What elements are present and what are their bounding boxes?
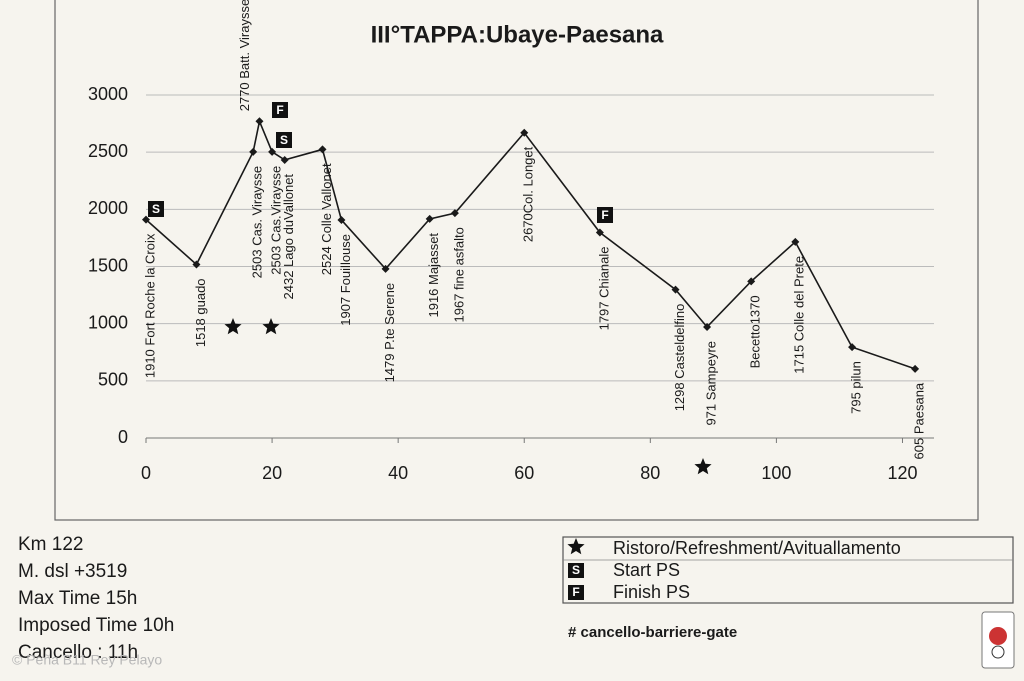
plot-area: 0 500 1000 1500 2000 2500 3000 0 20 40 60 80 100 120 1… (88, 0, 934, 483)
point (280, 155, 289, 164)
x-tick-label: 20 (262, 463, 282, 483)
point (142, 215, 150, 224)
badge-letter: F (276, 103, 283, 117)
point (249, 147, 258, 156)
x-tick-label: 120 (887, 463, 917, 483)
point (381, 264, 390, 273)
x-tick-label: 100 (761, 463, 791, 483)
chart-title: III°TAPPA:Ubaye-Paesana (371, 21, 664, 48)
badge-letter: F (601, 208, 608, 222)
point (337, 215, 346, 224)
point (595, 228, 604, 237)
legend-badge (568, 585, 584, 600)
logo (981, 611, 1015, 669)
y-tick-label: 2000 (88, 198, 128, 218)
y-tick-label: 1000 (88, 312, 128, 332)
watermark: © Peña B11 Rey Pelayo (12, 652, 162, 668)
legend-badge (568, 563, 584, 578)
point-label: 2770 Batt. Viraysse (237, 0, 252, 111)
point-label: 2432 Lago duVallonet (281, 174, 296, 300)
point (425, 214, 434, 223)
point (747, 277, 756, 286)
point (791, 237, 800, 246)
notes: Km 122 M. dsl +3519 Max Time 15h Imposed Ti… (18, 534, 174, 663)
start-badge: S (276, 132, 292, 148)
point (703, 322, 712, 331)
point (318, 145, 327, 154)
point-label: 605 Paesana (912, 382, 927, 459)
note: Km 122 (18, 534, 83, 555)
point (911, 364, 920, 373)
point-label: 1916 Majasset (426, 233, 441, 318)
legend-label: Start PS (613, 560, 680, 580)
logo-mark (989, 627, 1007, 645)
x-tick-label: 80 (640, 463, 660, 483)
start-badge: S (148, 201, 164, 217)
point-label: 1479 P.te Serene (382, 283, 397, 383)
note: Imposed Time 10h (18, 615, 174, 636)
point-label: 795 pilun (848, 361, 863, 414)
point-label: 2503 Cas. Viraysse (250, 166, 265, 279)
note: Cancello : 11h (18, 642, 138, 663)
badge-letter: S (280, 133, 288, 147)
chart-frame (54, 0, 979, 521)
logo-wheel (991, 645, 1005, 659)
y-tick-label: 500 (98, 370, 128, 390)
x-tick-label: 40 (388, 463, 408, 483)
point-label: 2670Col. Longet (521, 146, 536, 242)
point-label: 971 Sampeyre (703, 341, 718, 426)
y-tick-label: 3000 (88, 84, 128, 104)
point-label: 2524 Colle Vallonet (319, 163, 334, 275)
finish-badge: F (597, 207, 613, 223)
x-tick-label: 60 (514, 463, 534, 483)
point-label: 1715 Colle del Prete (792, 256, 807, 374)
legend-label: Finish PS (613, 582, 690, 602)
y-tick-label: 0 (118, 427, 128, 447)
point (848, 343, 857, 352)
legend-box (562, 536, 1014, 604)
point (450, 209, 459, 218)
note: Max Time 15h (18, 588, 137, 609)
point-label: 1518 guado (193, 278, 208, 347)
finish-badge: F (272, 102, 288, 118)
badge-letter: S (152, 202, 160, 216)
point-label: 1910 Fort Roche la Croix (142, 233, 157, 378)
point-label: 1298 Casteldelfino (672, 304, 687, 412)
y-tick-label: 1500 (88, 255, 128, 275)
legend-label: Ristoro/Refreshment/Avituallamento (613, 538, 901, 558)
point (255, 117, 264, 126)
point (520, 128, 529, 137)
point-label: 2503 Cas.Viraysse (269, 166, 284, 275)
point-label: Becetto1370 (748, 295, 763, 368)
note: M. dsl +3519 (18, 561, 127, 582)
legend: Ristoro/Refreshment/Avituallamento S Sta… (562, 536, 1014, 604)
legend-symbol: F (572, 585, 579, 599)
point-label: 1797 Chianale (596, 247, 611, 331)
x-tick-label: 0 (141, 463, 151, 483)
legend-symbol: S (572, 563, 580, 577)
point (671, 285, 680, 294)
point (268, 147, 277, 156)
point (192, 260, 201, 269)
point-label: 1907 Fouillouse (338, 234, 353, 326)
footnote: # cancello-barriere-gate (568, 624, 737, 641)
point-label: 1967 fine asfalto (451, 227, 466, 322)
y-tick-label: 2500 (88, 141, 128, 161)
